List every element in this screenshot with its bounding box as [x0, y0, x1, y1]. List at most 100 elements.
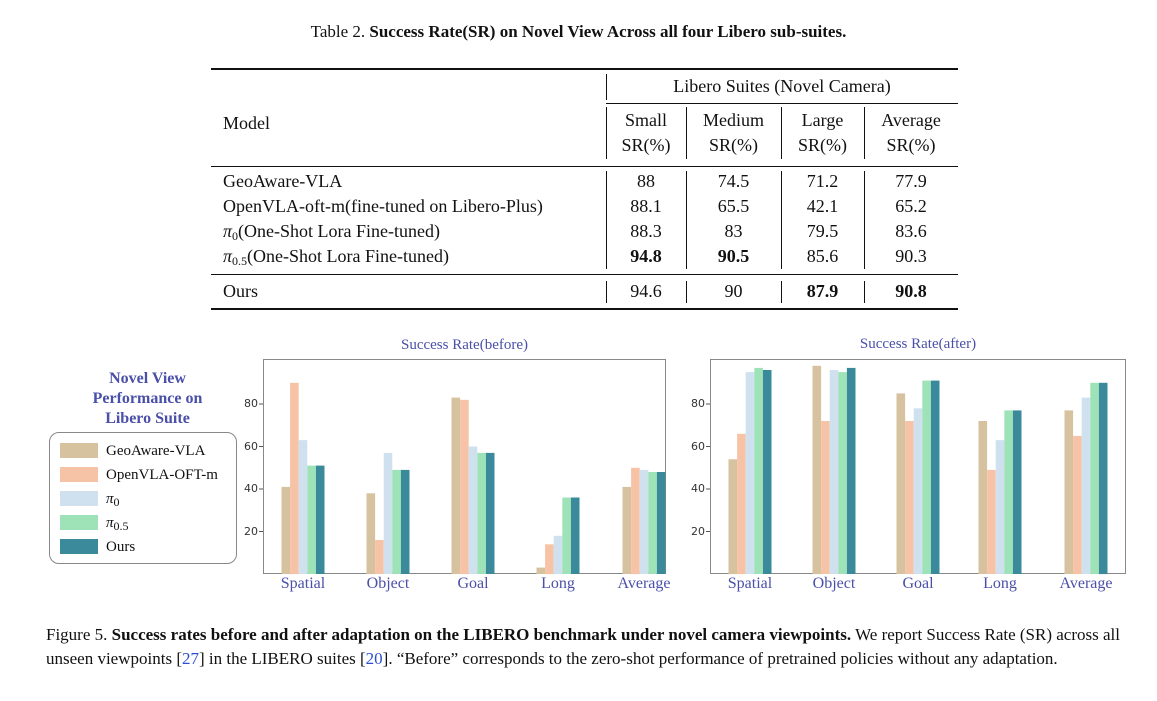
- row-value: 42.1: [806, 196, 839, 216]
- y-tick-label: 80: [691, 397, 705, 410]
- col-average-line2: SR(%): [886, 135, 936, 155]
- pi-subscript: 0.5: [113, 519, 129, 533]
- bar: [468, 446, 478, 574]
- row-model: π0.5(One-Shot Lora Fine-tuned): [223, 245, 449, 267]
- bar: [978, 421, 988, 574]
- bar: [392, 469, 401, 574]
- bar: [383, 452, 393, 574]
- model-header: Model: [223, 113, 270, 133]
- legend-swatch: [60, 467, 98, 482]
- vline-header-4: [864, 107, 865, 159]
- figure-caption-prefix: Figure 5.: [46, 625, 108, 644]
- row-value: 79.5: [806, 221, 839, 241]
- vline-group: [606, 74, 607, 100]
- model-suffix: (One-Shot Lora Fine-tuned): [247, 246, 449, 266]
- bar: [298, 440, 308, 574]
- bar: [1073, 435, 1082, 574]
- x-tick-label: Object: [812, 575, 856, 592]
- row-value: 85.6: [806, 246, 839, 266]
- bar: [1090, 382, 1099, 575]
- y-tick-label: 60: [244, 439, 258, 453]
- legend-swatch: [60, 539, 98, 554]
- bar: [631, 467, 640, 575]
- citation-link[interactable]: 27: [181, 649, 199, 668]
- row-value: 88.3: [630, 221, 662, 241]
- bar: [821, 421, 830, 574]
- bar: [1081, 397, 1091, 574]
- bar: [737, 433, 746, 575]
- bar: [460, 399, 469, 575]
- x-tick-label: Goal: [457, 575, 489, 592]
- y-tick-label: 40: [691, 482, 705, 495]
- y-tick-label: 80: [244, 397, 258, 410]
- pi-symbol: π: [223, 246, 233, 266]
- pi-symbol: π: [106, 491, 114, 507]
- table-caption-prefix: Table 2.: [310, 22, 366, 41]
- vline-header-2: [686, 107, 687, 159]
- bar: [762, 370, 772, 574]
- bar: [375, 540, 384, 574]
- bar: [451, 397, 461, 574]
- ours-model: Ours: [223, 281, 258, 301]
- legend-label: π0: [106, 491, 120, 508]
- x-tick-label: Goal: [902, 575, 934, 592]
- row-value: 94.8: [630, 246, 662, 266]
- legend-title-line: Libero Suite: [105, 410, 190, 427]
- pi-symbol: π: [223, 221, 233, 241]
- header-bottom-rule: [211, 166, 958, 167]
- bar: [281, 486, 291, 574]
- row-value: 88: [637, 171, 655, 191]
- row-value: 83: [724, 221, 743, 241]
- row-value: 83.6: [895, 221, 927, 241]
- bar: [639, 469, 649, 574]
- citation-link[interactable]: 20: [365, 649, 383, 668]
- model-suffix: (One-Shot Lora Fine-tuned): [238, 221, 440, 241]
- col-small-line1: Small: [624, 110, 667, 130]
- bar: [995, 440, 1005, 574]
- ours-value: 94.6: [630, 281, 662, 301]
- bar: [745, 372, 755, 574]
- y-tick-label: 20: [244, 524, 258, 538]
- legend-label: OpenVLA-OFT-m: [106, 467, 218, 483]
- chart-after-title: Success Rate(after): [859, 336, 977, 352]
- bar: [1064, 410, 1074, 574]
- row-model: π0(One-Shot Lora Fine-tuned): [223, 220, 440, 242]
- chart-before-title: Success Rate(before): [400, 337, 529, 353]
- ours-value: 90: [724, 281, 743, 301]
- bar: [545, 544, 554, 575]
- col-medium-line2: SR(%): [709, 135, 758, 155]
- x-tick-label: Average: [1059, 575, 1113, 592]
- bar: [562, 497, 571, 574]
- vline-body-1: [606, 171, 607, 269]
- vline-body-3: [781, 171, 782, 269]
- ours-top-rule: [211, 274, 958, 275]
- ours-value: 87.9: [806, 281, 839, 301]
- vline-header-1: [606, 107, 607, 159]
- legend-swatch: [60, 491, 98, 506]
- bar: [400, 469, 410, 574]
- x-tick-label: Long: [983, 575, 1017, 592]
- group-header-rule: [606, 103, 958, 104]
- col-large-line2: SR(%): [798, 135, 847, 155]
- bar: [656, 472, 666, 574]
- legend-title: Novel View Performance on Libero Suite: [80, 369, 215, 429]
- bar: [1004, 410, 1013, 574]
- x-tick-label: Long: [541, 575, 575, 592]
- bar: [307, 465, 316, 574]
- bar: [754, 367, 763, 574]
- bar: [477, 452, 486, 574]
- table-caption-title: Success Rate(SR) on Novel View Across al…: [369, 22, 847, 41]
- group-header: Libero Suites (Novel Camera): [673, 76, 891, 96]
- figure-caption-text: ]. “Before” corresponds to the zero-shot…: [382, 649, 1058, 668]
- legend-label: GeoAware-VLA: [106, 443, 206, 459]
- bar: [846, 367, 856, 574]
- figure-caption-text: We report Success Rate (SR) across all u…: [46, 625, 1120, 668]
- x-tick-label: Average: [617, 575, 671, 592]
- legend-label: π0.5: [106, 515, 129, 533]
- pi-symbol: π: [106, 515, 114, 531]
- bar: [812, 365, 822, 575]
- col-average-line1: Average: [881, 110, 941, 130]
- ours-value: 90.8: [895, 281, 927, 301]
- table-caption: Table 2. Success Rate(SR) on Novel View …: [0, 22, 1157, 42]
